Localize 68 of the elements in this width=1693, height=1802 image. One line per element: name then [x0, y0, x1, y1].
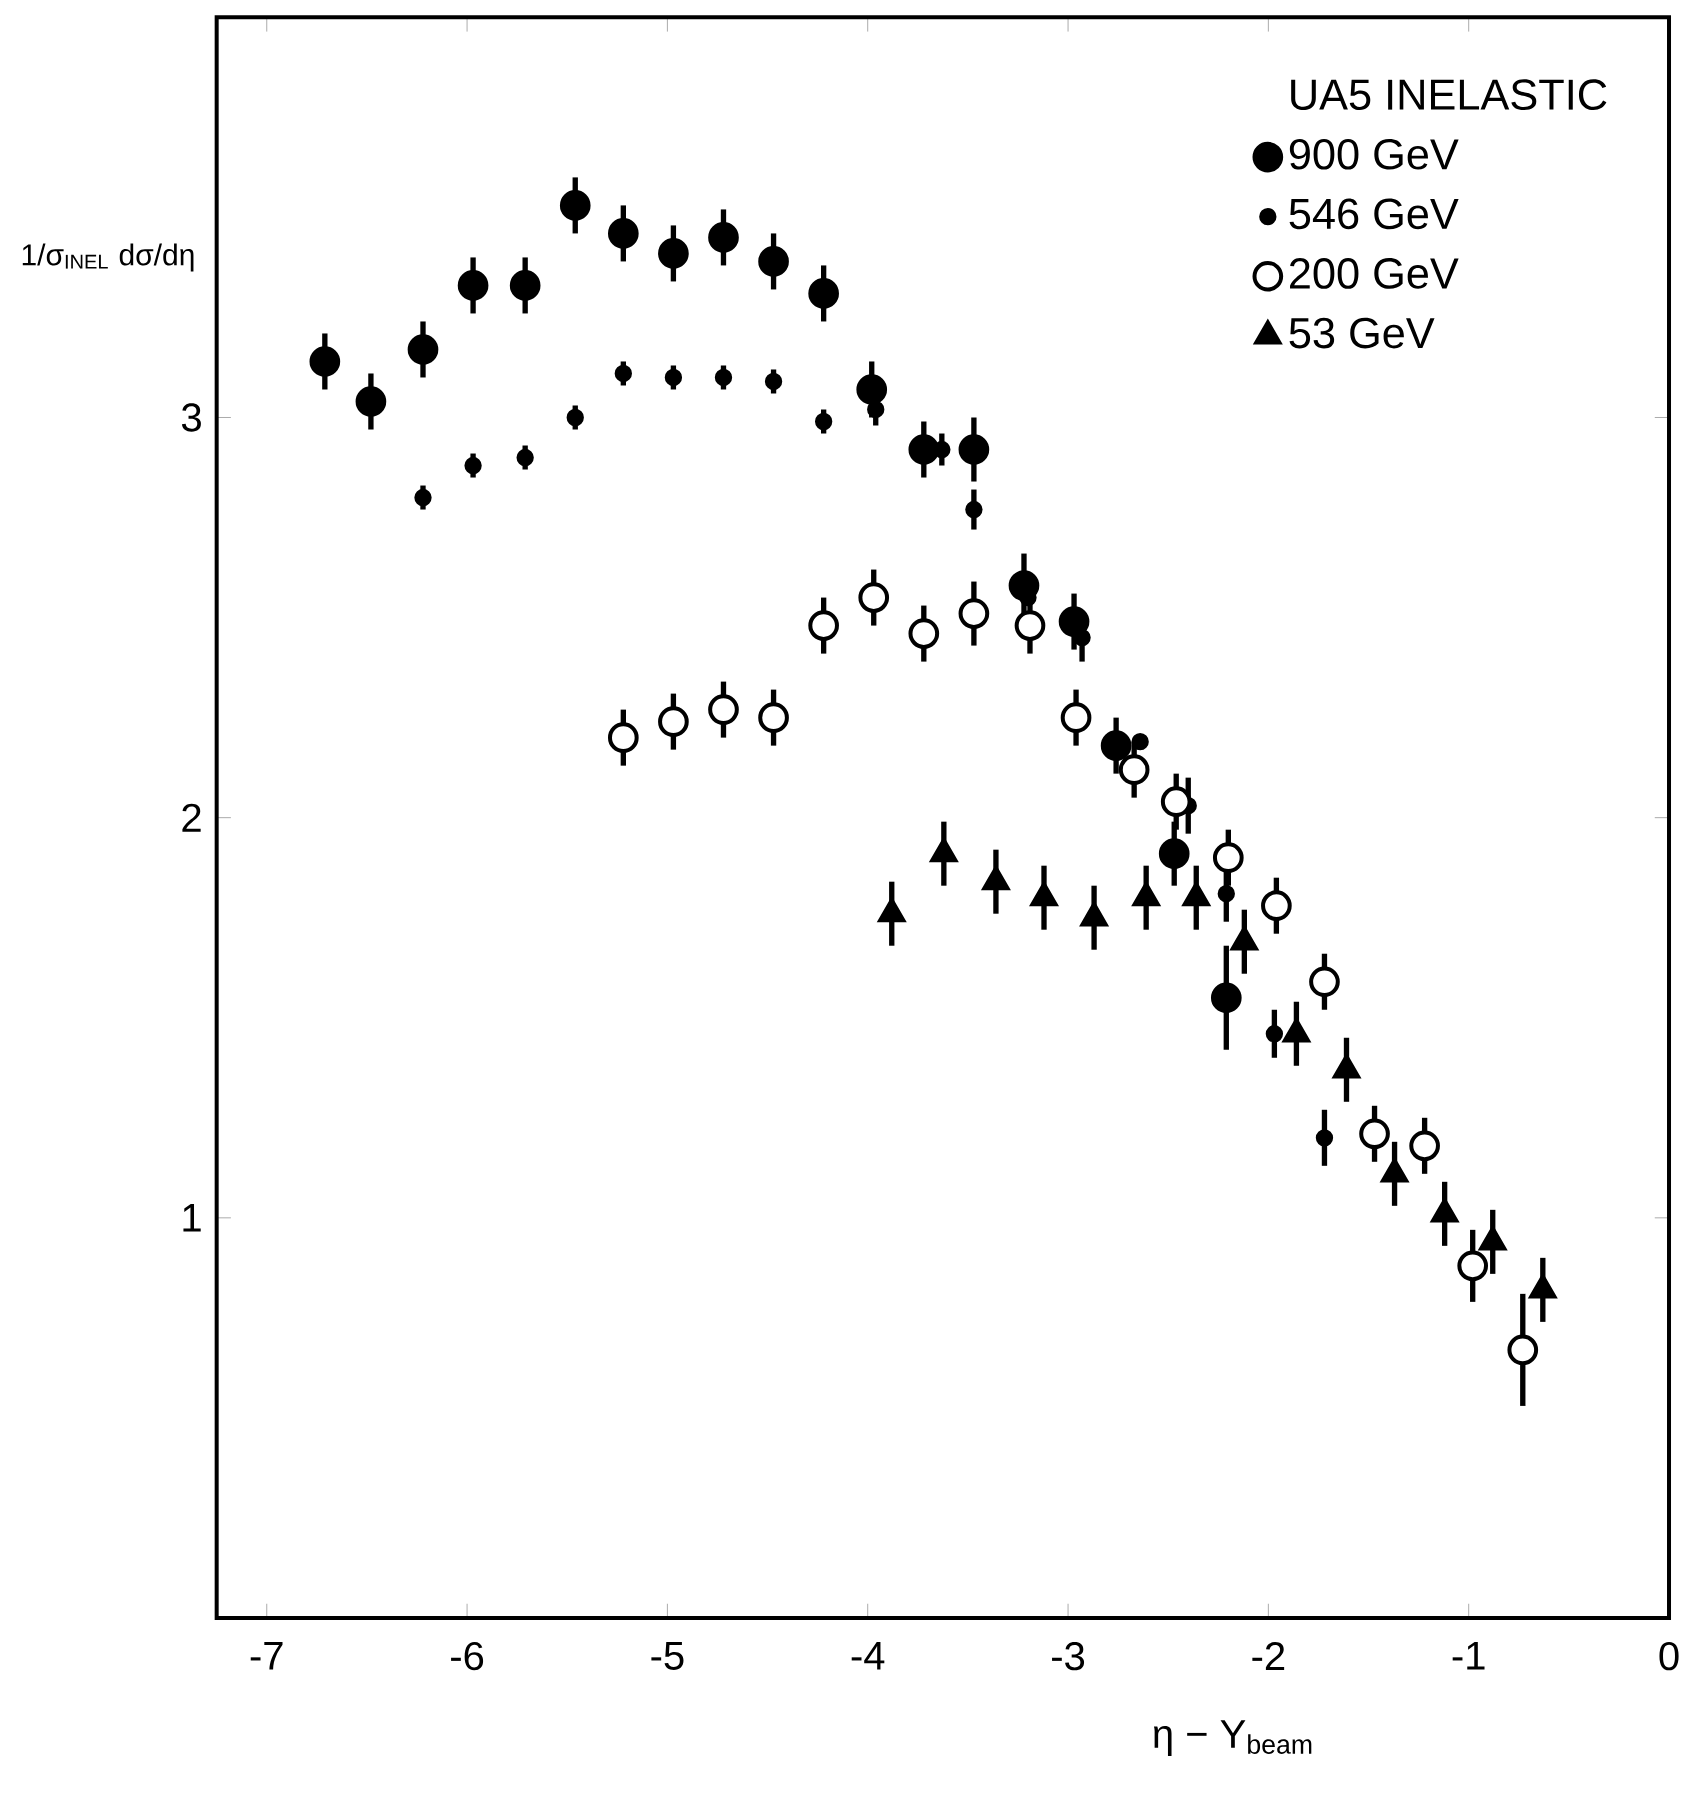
point — [908, 618, 939, 649]
x-tick-label: -4 — [851, 1642, 885, 1670]
point — [1060, 702, 1092, 733]
point — [958, 598, 990, 629]
point — [1315, 1129, 1333, 1147]
point — [707, 222, 739, 253]
point — [607, 218, 639, 249]
x-tick-label: -5 — [651, 1642, 684, 1670]
x-tick-label: 0 — [1659, 1642, 1679, 1671]
point — [1409, 1130, 1440, 1162]
point — [1210, 982, 1242, 1014]
x-tick-label: -3 — [1051, 1642, 1084, 1671]
legend-label: 546 GeV — [1289, 198, 1459, 230]
y-tick-label: 1 — [183, 1204, 201, 1232]
point — [808, 278, 839, 309]
y-tick-label: 2 — [182, 803, 201, 832]
point — [516, 448, 534, 467]
point — [707, 694, 739, 725]
y-tick-label: 3 — [181, 403, 201, 432]
point — [566, 408, 584, 427]
point — [1131, 732, 1149, 751]
point — [1358, 1118, 1390, 1150]
point — [1212, 842, 1244, 874]
point — [858, 582, 889, 613]
point — [814, 412, 833, 431]
point — [607, 722, 639, 753]
point — [1160, 786, 1192, 817]
point — [657, 706, 689, 737]
point — [407, 334, 439, 365]
x-tick-label: -6 — [450, 1642, 483, 1671]
point — [908, 434, 939, 465]
point — [1217, 885, 1235, 903]
point — [958, 434, 990, 465]
point — [965, 500, 983, 519]
point — [1118, 754, 1150, 785]
point — [1100, 730, 1132, 761]
point — [414, 488, 432, 507]
point — [758, 246, 789, 277]
point — [355, 386, 387, 417]
point — [1265, 1025, 1283, 1043]
x-tick-label: -7 — [250, 1642, 283, 1670]
point — [614, 364, 632, 383]
x-axis-title: η − Y$_{beam}$ — [1153, 1720, 1312, 1756]
y-axis-title: 1/σ$_{INEL}$ dσ/dη — [22, 243, 194, 272]
point — [1058, 606, 1090, 637]
point — [1507, 1334, 1538, 1366]
x-tick-label: -1 — [1452, 1642, 1485, 1670]
point — [1014, 610, 1046, 641]
point — [714, 368, 732, 387]
point — [1158, 838, 1190, 870]
legend-title: UA5 INELASTIC — [1290, 79, 1607, 111]
point — [1260, 890, 1292, 922]
legend-label: 53 GeV — [1289, 317, 1435, 349]
point — [457, 270, 489, 301]
point — [1308, 966, 1340, 998]
legend-label: 900 GeV — [1289, 138, 1459, 170]
point — [309, 346, 340, 377]
point — [464, 456, 482, 475]
x-tick-label: -2 — [1252, 1642, 1284, 1670]
point — [808, 610, 839, 641]
point — [758, 702, 789, 733]
point — [764, 372, 783, 391]
point — [1457, 1250, 1488, 1282]
point — [664, 368, 682, 387]
point — [657, 238, 689, 269]
point — [509, 270, 541, 301]
legend-label: 200 GeV — [1289, 258, 1459, 289]
point — [559, 190, 591, 221]
